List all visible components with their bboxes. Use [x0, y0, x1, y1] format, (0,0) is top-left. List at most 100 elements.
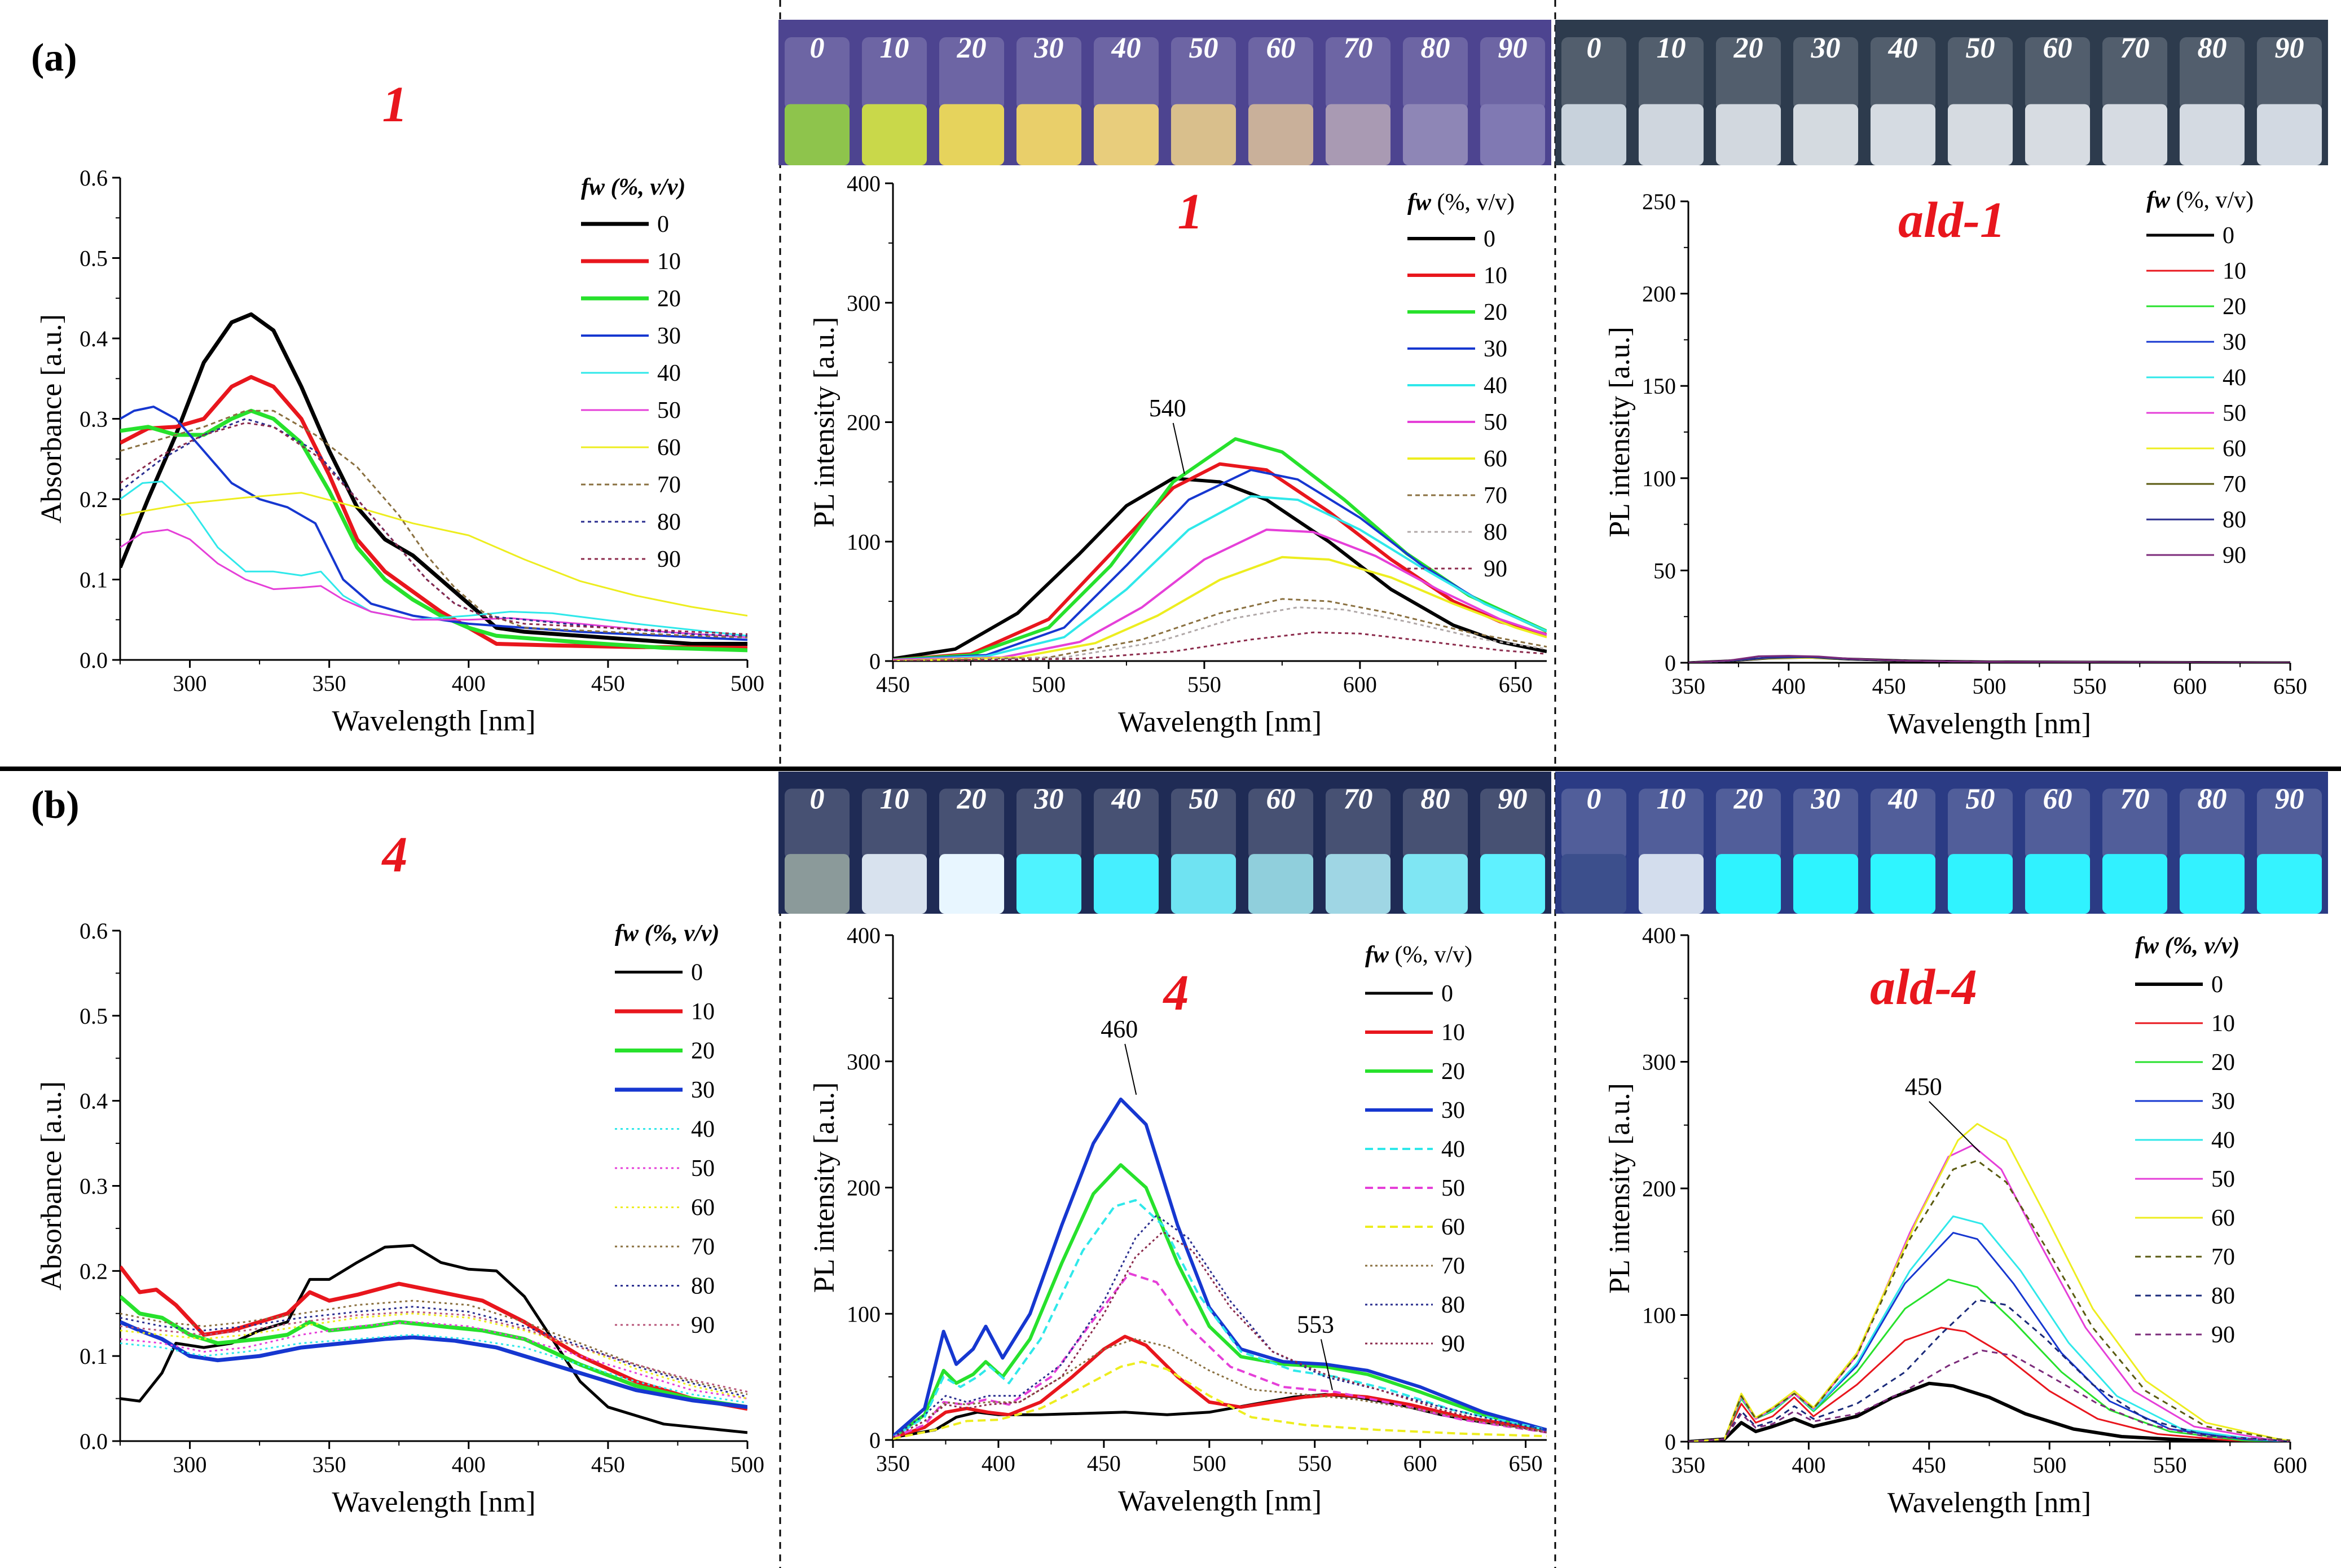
- series-line-60: [1688, 1123, 2290, 1442]
- legend-title-bold: fw: [1407, 190, 1432, 215]
- legend-label-50: 50: [2211, 1166, 2235, 1192]
- vial-glass: [1016, 37, 1082, 110]
- vial-label: 30: [1034, 32, 1064, 64]
- legend-label-20: 20: [1484, 299, 1507, 325]
- legend-label-30: 30: [1441, 1098, 1465, 1124]
- x-tick-label: 500: [1032, 672, 1066, 697]
- vial-solution: [1870, 104, 1936, 165]
- legend-label-10: 10: [2211, 1011, 2235, 1037]
- x-tick-label: 450: [1087, 1451, 1121, 1476]
- legend-label-40: 40: [2211, 1127, 2235, 1153]
- series-line-60: [893, 1360, 1547, 1440]
- y-axis-label: PL intensity [a.u.]: [1604, 1083, 1636, 1294]
- legend-label-50: 50: [691, 1156, 715, 1182]
- vial-glass: [939, 789, 1005, 860]
- x-tick-label: 550: [2153, 1452, 2187, 1478]
- x-tick-label: 650: [1499, 672, 1533, 697]
- vial-solution: [1170, 104, 1236, 165]
- x-tick-label: 350: [1671, 1452, 1705, 1478]
- vial-label: 20: [957, 783, 987, 816]
- legend-title: fw (%, v/v): [2135, 933, 2239, 959]
- vial-label: 90: [1498, 32, 1528, 64]
- legend-label-10: 10: [2223, 258, 2246, 284]
- y-tick-label: 100: [1642, 1303, 1676, 1328]
- x-tick-label: 500: [2032, 1452, 2066, 1478]
- legend-label-90: 90: [1441, 1331, 1465, 1357]
- vial-solution: [784, 104, 850, 165]
- series-line-20: [893, 1163, 1547, 1439]
- series-line-80: [120, 1306, 747, 1398]
- legend-label-80: 80: [657, 509, 681, 535]
- x-tick-label: 350: [876, 1451, 910, 1476]
- x-tick-label: 600: [1343, 672, 1377, 697]
- legend-label-30: 30: [1484, 336, 1507, 362]
- vial-solution: [861, 104, 927, 165]
- y-axis-label: PL intensity [a.u.]: [1604, 327, 1636, 538]
- y-tick-label: 200: [847, 1175, 881, 1201]
- legend-title-rest: (%, v/v): [2170, 187, 2254, 213]
- legend-label-60: 60: [2223, 436, 2246, 462]
- x-tick-label: 400: [982, 1451, 1015, 1476]
- vial-solution: [1325, 104, 1391, 165]
- annotation-leader: [1172, 422, 1185, 474]
- vial-glass: [1561, 789, 1627, 860]
- legend-label-70: 70: [2211, 1244, 2235, 1270]
- legend-label-60: 60: [1484, 446, 1507, 472]
- annotation-label: 460: [1101, 1015, 1138, 1043]
- series-line-90: [1688, 1349, 2290, 1442]
- x-tick-label: 650: [1509, 1451, 1543, 1476]
- x-tick-label: 350: [313, 671, 346, 696]
- vial-label: 80: [2198, 783, 2227, 816]
- chart-a-absorbance-1: 300 350 400 450 5000.00.10.20.30.40.50.6Wave…: [36, 77, 764, 737]
- vial-glass: [1715, 37, 1781, 110]
- y-tick-label: 100: [847, 529, 881, 554]
- series-line-20: [120, 408, 747, 653]
- vial-label: 80: [1421, 32, 1450, 64]
- legend-label-80: 80: [1441, 1292, 1465, 1318]
- vial-label: 60: [2043, 32, 2072, 64]
- legend-label-10: 10: [657, 249, 681, 275]
- vial-solution: [2025, 104, 2091, 165]
- vial-label: 70: [1344, 32, 1373, 64]
- legend-label-60: 60: [1441, 1214, 1465, 1240]
- vial-label: 70: [2120, 32, 2150, 64]
- vial-label: 10: [1657, 783, 1686, 816]
- legend-label-60: 60: [2211, 1205, 2235, 1231]
- legend-label-60: 60: [657, 435, 681, 461]
- y-tick-label: 50: [1653, 558, 1676, 583]
- series-line-30: [893, 469, 1547, 661]
- vial-label: 70: [2120, 783, 2150, 816]
- x-tick-label: 550: [1187, 672, 1221, 697]
- legend-label-0: 0: [691, 960, 703, 986]
- vial-solution: [2179, 104, 2245, 165]
- legend-label-30: 30: [691, 1077, 715, 1103]
- y-tick-label: 0.2: [80, 487, 108, 512]
- x-tick-label: 450: [591, 671, 625, 696]
- series-line-30: [893, 1097, 1547, 1438]
- legend-title-rest: (%, v/v): [1431, 190, 1515, 215]
- vial-glass: [1793, 789, 1859, 860]
- legend-label-80: 80: [691, 1274, 715, 1300]
- y-tick-label: 0: [869, 649, 881, 674]
- series-line-90: [120, 422, 747, 635]
- legend-label-50: 50: [657, 398, 681, 424]
- vial-label: 40: [1111, 32, 1141, 64]
- vial-glass: [1248, 37, 1314, 110]
- x-tick-label: 600: [2173, 673, 2207, 699]
- y-tick-label: 400: [847, 171, 881, 196]
- series-line-70: [120, 409, 747, 638]
- series-line-40: [893, 1199, 1547, 1439]
- vial-solution: [1480, 854, 1546, 914]
- legend-label-30: 30: [2223, 329, 2246, 355]
- vial-photo-strip-ald-1: 0 10 20 30 40 50 60 70 80 90: [1555, 20, 2328, 165]
- vial-photo-strip-ald-4: 0 10 20 30 40 50 60 70 80 90: [1555, 772, 2328, 914]
- vial-glass: [2025, 37, 2091, 110]
- annotation-label: 553: [1297, 1310, 1334, 1338]
- x-tick-label: 500: [731, 671, 764, 696]
- legend-label-40: 40: [657, 360, 681, 386]
- vial-label: 20: [1733, 783, 1763, 816]
- series-line-10: [1688, 1327, 2290, 1442]
- vial-solution: [861, 854, 927, 914]
- y-tick-label: 250: [1642, 189, 1676, 214]
